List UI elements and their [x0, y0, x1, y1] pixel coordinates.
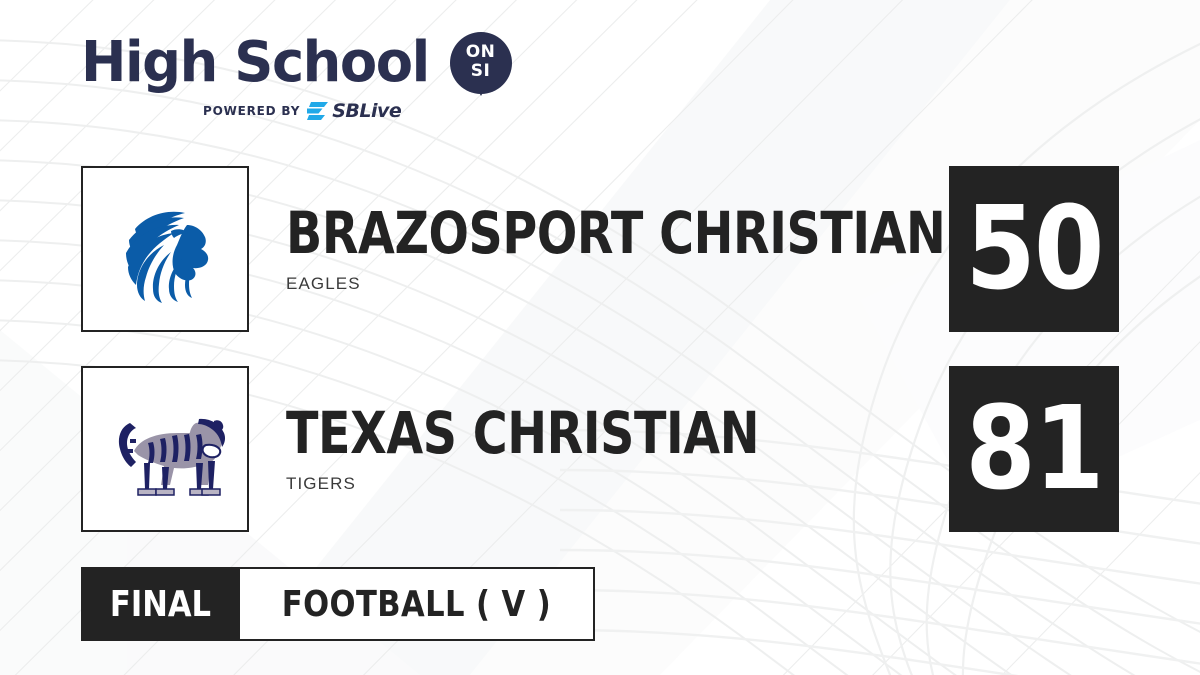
score-box-away: 81 — [949, 366, 1119, 532]
sport-label: FOOTBALL ( V ) — [281, 583, 552, 625]
team-mascot-home: EAGLES — [286, 274, 361, 293]
sblive-wordmark: SBLive — [332, 100, 402, 122]
team-logo-box-home — [81, 166, 249, 332]
sport-badge: FOOTBALL ( V ) — [239, 567, 595, 641]
on-si-pin-icon: ON SI — [449, 32, 512, 96]
pin-circle-shape — [449, 32, 512, 94]
brand-header: High School ON SI POWERED BY — [81, 30, 512, 132]
tiger-mascot-icon — [100, 389, 230, 509]
powered-by-row: POWERED BY SBLive — [81, 100, 511, 122]
game-status-label: FINAL — [109, 583, 212, 625]
score-value-home: 50 — [965, 181, 1104, 316]
sblive-logo: SBLive — [307, 100, 402, 122]
team-name-home: BRAZOSPORT CHRISTIAN — [286, 199, 946, 267]
powered-by-label: POWERED BY — [203, 104, 301, 118]
high-school-wordmark: High School — [81, 30, 430, 95]
team-logo-box-away — [81, 366, 249, 532]
brand-logo-row: High School ON SI — [81, 30, 512, 96]
game-status-badge: FINAL — [81, 567, 240, 641]
score-box-home: 50 — [949, 166, 1119, 332]
pin-line-on: ON — [465, 42, 496, 62]
sblive-sbl: SBL — [332, 100, 371, 122]
team-name-away: TEXAS CHRISTIAN — [286, 399, 760, 467]
pin-text: ON SI — [450, 43, 512, 81]
eagle-head-icon — [101, 185, 229, 313]
status-bar: FINAL FOOTBALL ( V ) — [81, 567, 595, 641]
team-text-home: BRAZOSPORT CHRISTIAN EAGLES — [286, 166, 1090, 332]
sblive-ive: ive — [370, 100, 402, 122]
sblive-s-icon — [307, 102, 329, 120]
pin-line-si: SI — [470, 61, 491, 81]
score-value-away: 81 — [965, 381, 1104, 516]
team-text-away: TEXAS CHRISTIAN TIGERS — [286, 366, 863, 532]
team-mascot-away: TIGERS — [286, 474, 356, 493]
